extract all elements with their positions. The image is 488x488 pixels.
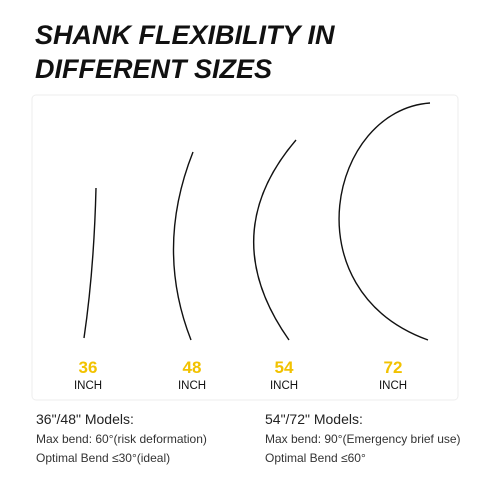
shank-36	[83, 187, 97, 339]
size-unit: INCH	[379, 380, 407, 392]
shank-48	[172, 151, 194, 341]
note-heading: 54"/72" Models:	[265, 411, 363, 427]
size-number: 36	[79, 358, 98, 377]
panel	[31, 94, 459, 401]
note-line: Optimal Bend ≤60°	[265, 451, 366, 465]
size-unit: INCH	[178, 380, 206, 392]
title-line: SHANK FLEXIBILITY IN	[35, 20, 335, 50]
note-heading: 36"/48" Models:	[36, 411, 134, 427]
note-line: Max bend: 90°(Emergency brief use)	[265, 432, 461, 446]
size-number: 54	[275, 358, 294, 377]
size-number: 48	[183, 358, 202, 377]
size-number: 72	[384, 358, 403, 377]
note-line: Optimal Bend ≤30°(ideal)	[36, 451, 170, 465]
size-unit: INCH	[270, 380, 298, 392]
title-line: DIFFERENT SIZES	[35, 54, 272, 84]
note-line: Max bend: 60°(risk deformation)	[36, 432, 207, 446]
size-unit: INCH	[74, 380, 102, 392]
shank-72	[338, 102, 431, 341]
shank-54	[253, 139, 297, 341]
